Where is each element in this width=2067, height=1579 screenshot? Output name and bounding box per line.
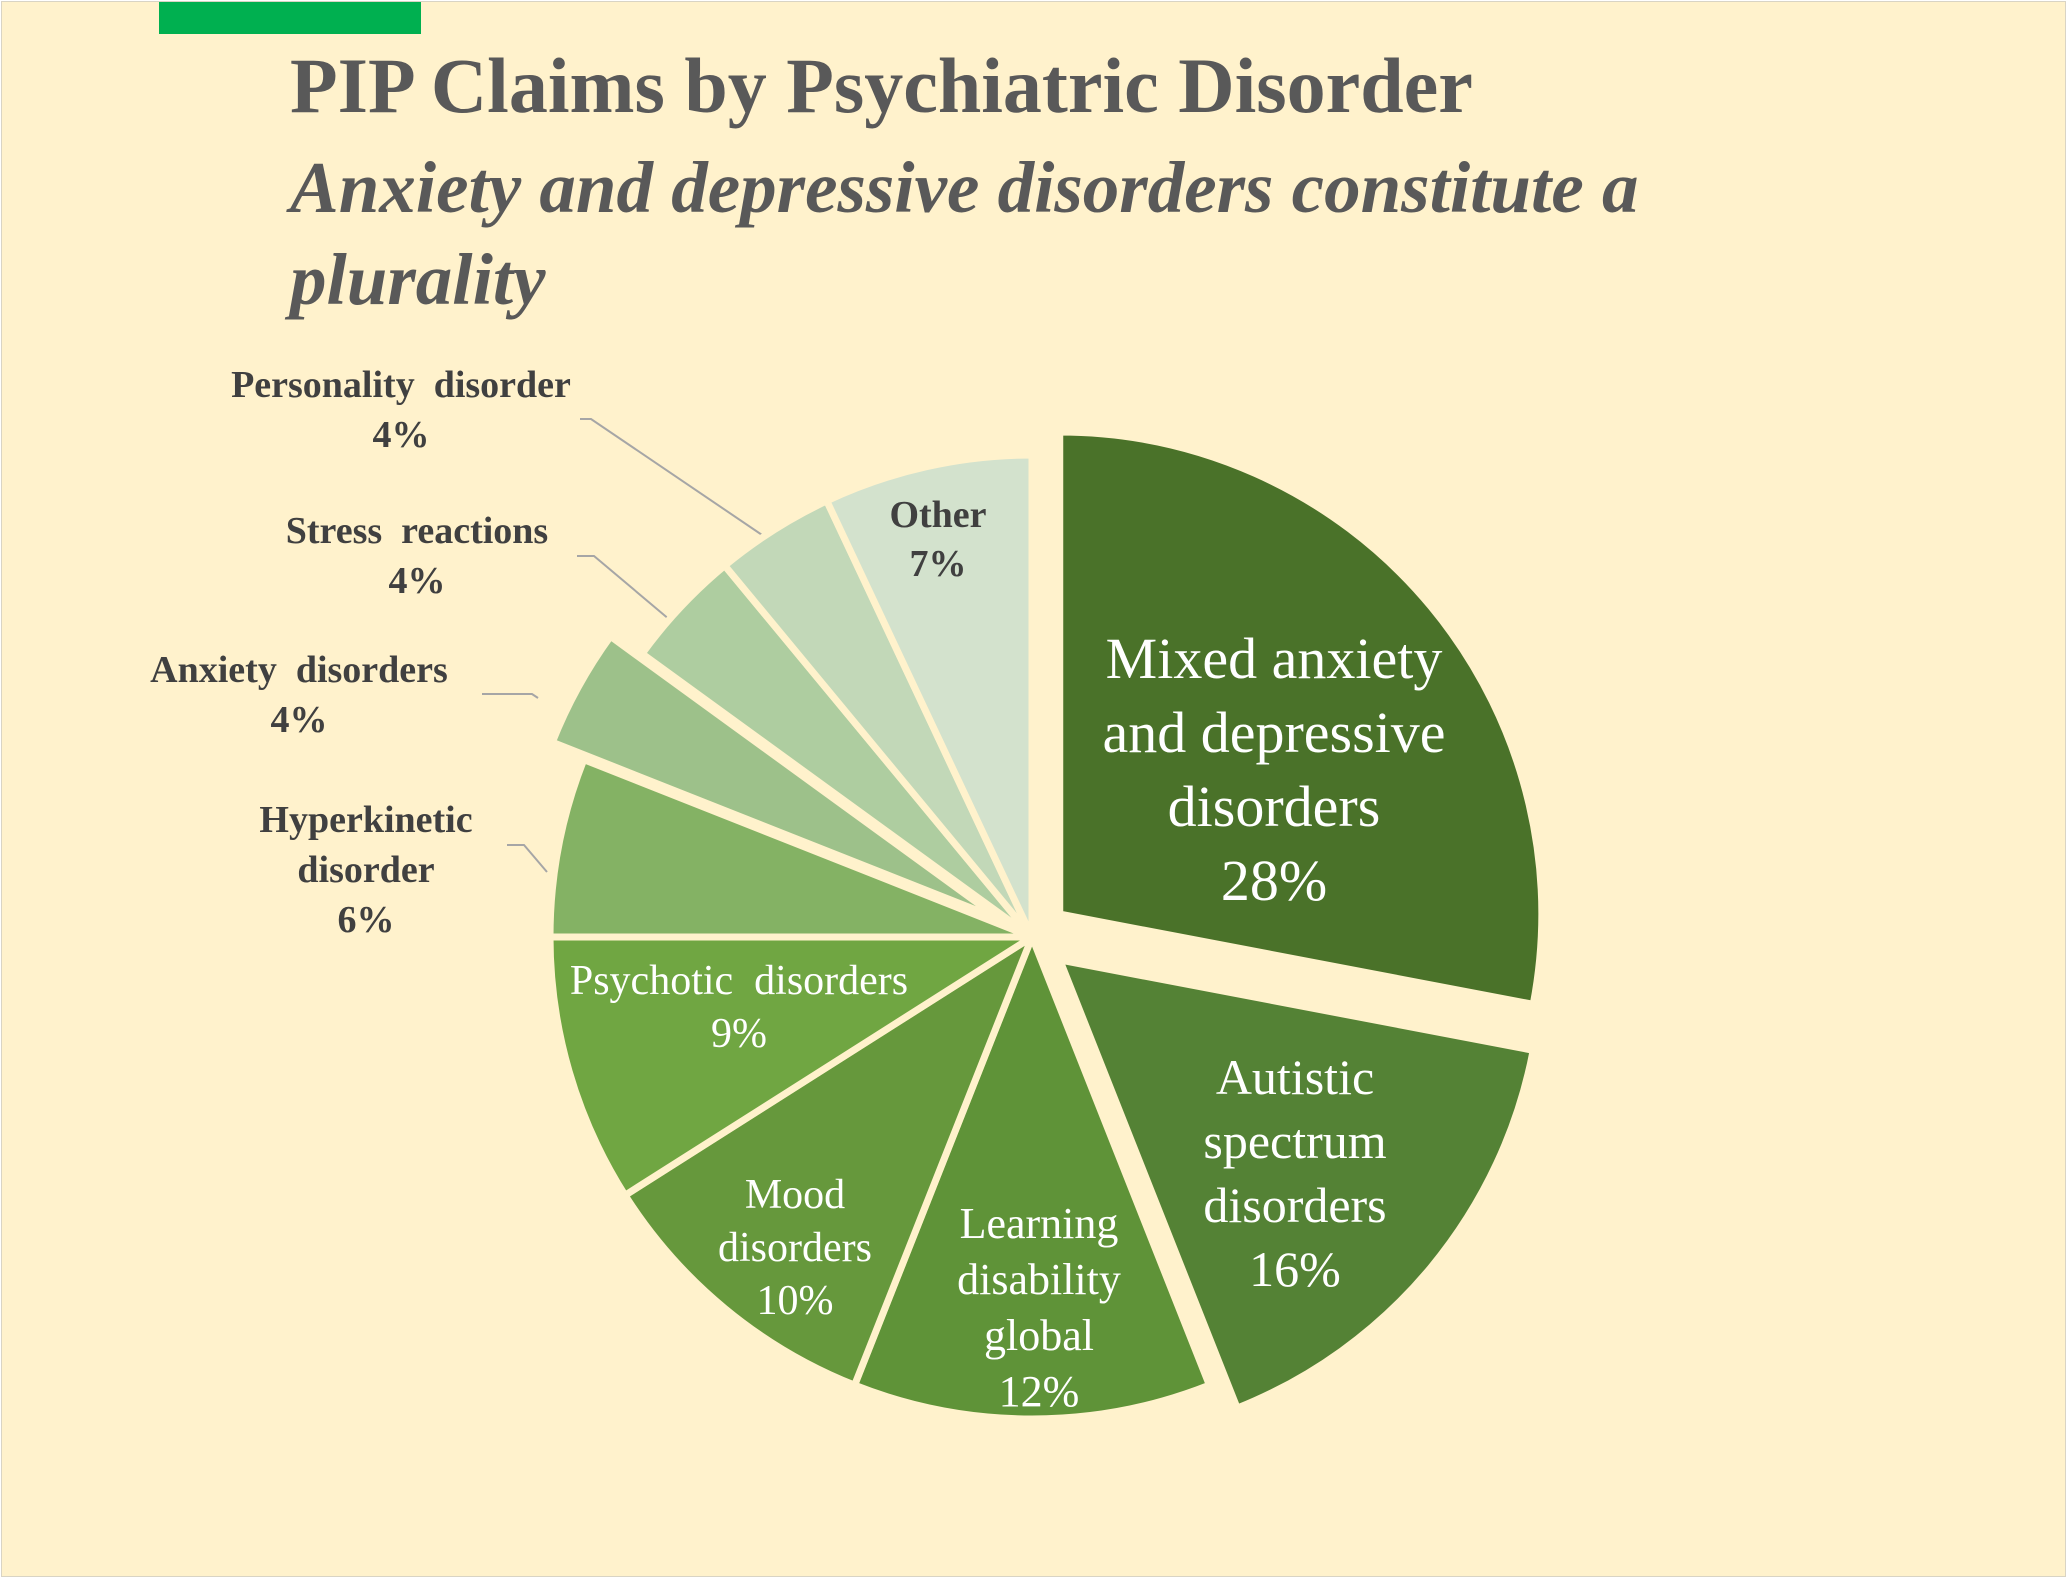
pie-slice-learning-disability-global xyxy=(851,933,1213,1423)
chart-title: PIP Claims by Psychiatric Disorder xyxy=(290,42,1473,129)
data-label-mixed-anxiety-and-depressive-disorders: Mixed anxiety and depressive disorders 28% xyxy=(1102,626,1445,913)
pie-slices xyxy=(546,428,1546,1423)
data-label-hyperkinetic-disorder: Hyperkinetic disorder 6% xyxy=(259,799,472,941)
data-label-learning-disability-global: Learning disability global 12% xyxy=(957,1199,1121,1416)
chart-subtitle: Anxiety and depressive disorders constit… xyxy=(290,147,1639,320)
data-label-anxiety-disorders: Anxiety disorders 4% xyxy=(150,649,448,741)
pie-slice-mixed-anxiety-and-depressive-disorders xyxy=(1056,428,1546,1008)
leader-line-hyperkinetic-disorder xyxy=(507,844,548,873)
data-label-autistic-spectrum-disorders: Autistic spectrum disorders 16% xyxy=(1203,1049,1386,1297)
leader-line-anxiety-disorders xyxy=(482,693,539,699)
accent-bar xyxy=(159,2,421,34)
data-label-personality-disorder: Personality disorder 4% xyxy=(231,364,571,456)
leader-line-personality-disorder xyxy=(580,418,769,540)
data-label-other: Other 7% xyxy=(889,494,986,585)
leader-lines xyxy=(482,418,769,873)
pie-slice-hyperkinetic-disorder xyxy=(546,756,1036,941)
pie-slice-anxiety-disorders xyxy=(548,632,1004,924)
data-labels: Mixed anxiety and depressive disorders 28% A… xyxy=(150,364,1445,1416)
pie-slice-mood-disorders xyxy=(621,933,1036,1389)
data-label-stress-reactions: Stress reactions 4% xyxy=(286,510,548,602)
pie-slice-other xyxy=(823,451,1036,941)
leader-line-stress-reactions xyxy=(577,555,671,621)
pie-slice-autistic-spectrum-disorders xyxy=(1056,956,1537,1412)
pie-slice-psychotic-disorders xyxy=(546,933,1036,1199)
data-label-psychotic-disorders: Psychotic disorders 9% xyxy=(570,958,908,1057)
data-label-mood-disorders: Mood disorders 10% xyxy=(718,1172,872,1324)
